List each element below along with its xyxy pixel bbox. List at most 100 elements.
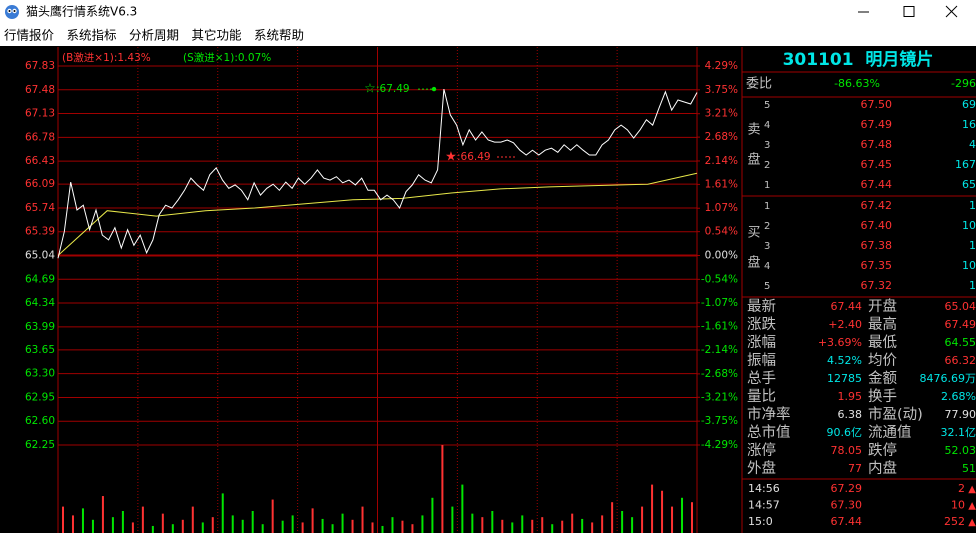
book-price: 67.48 (861, 138, 893, 151)
volume-bar (641, 506, 644, 533)
percent-axis-label: -1.07% (701, 297, 738, 309)
percent-axis-label: 1.61% (705, 178, 738, 190)
maximize-button[interactable] (903, 6, 915, 17)
stat-label: 量比 (747, 388, 776, 405)
stat-value: 90.6亿 (827, 426, 863, 439)
book-volume: 4 (969, 138, 976, 151)
book-volume: 69 (962, 98, 976, 111)
stat-value: +3.69% (818, 336, 862, 349)
volume-bar (301, 522, 304, 533)
volume-bar (651, 484, 654, 533)
book-volume: 1 (969, 239, 976, 252)
stat-value: +2.40 (828, 318, 862, 331)
volume-bar (81, 508, 84, 533)
book-level: 1 (764, 201, 770, 212)
volume-bar (511, 522, 514, 533)
stock-header: 301101 明月镜片 (783, 49, 934, 70)
tick-time: 15:0 (748, 515, 773, 528)
price-axis-label: 67.83 (25, 60, 55, 72)
price-axis-label: 62.95 (25, 391, 55, 403)
percent-axis-label: -1.61% (701, 321, 738, 333)
tick-time: 14:56 (748, 482, 780, 495)
book-price: 67.45 (861, 158, 893, 171)
stat-label: 均价 (868, 352, 897, 369)
stat-label: 跌停 (868, 442, 897, 459)
stat-value: 1.95 (838, 390, 863, 403)
average-price-line (57, 172, 698, 256)
volume-bar (541, 517, 544, 533)
volume-bar (351, 519, 354, 533)
volume-bar (71, 515, 74, 533)
menu-item[interactable]: 分析周期 (129, 28, 179, 43)
volume-bar (401, 520, 404, 533)
volume-bar (311, 508, 314, 533)
book-volume: 10 (962, 259, 976, 272)
percent-axis-label: 0.00% (705, 250, 738, 262)
volume-bar (221, 493, 224, 533)
book-volume: 10 (962, 219, 976, 232)
percent-axis-label: -3.21% (701, 391, 738, 403)
volume-bar (251, 511, 254, 533)
stat-label: 换手 (868, 388, 897, 405)
volume-bar (151, 525, 154, 533)
stat-value: 4.52% (827, 354, 862, 367)
menu-item[interactable]: 行情报价 (4, 28, 55, 43)
stat-label: 最低 (868, 334, 897, 351)
volume-bar (211, 517, 214, 533)
volume-bar (581, 518, 584, 533)
stat-label: 总手 (747, 370, 776, 387)
close-button[interactable] (945, 5, 958, 18)
volume-bar (391, 517, 394, 533)
stat-value: 65.04 (945, 300, 976, 313)
stat-label: 最高 (868, 316, 897, 333)
volume-bar (501, 519, 504, 533)
book-price: 67.42 (861, 199, 893, 212)
price-axis-label: 67.13 (25, 108, 55, 120)
volume-bar (481, 517, 484, 533)
tick-price: 67.30 (831, 499, 863, 512)
tick-price: 67.29 (831, 482, 863, 495)
menu-item[interactable]: 系统帮助 (254, 28, 304, 43)
book-price: 67.44 (861, 178, 893, 191)
volume-bar (381, 525, 384, 533)
book-level: 2 (764, 160, 770, 171)
volume-bar (421, 515, 424, 533)
menu-bar (0, 24, 976, 46)
marker-symbol: ★ (445, 150, 457, 165)
volume-bar (531, 519, 534, 533)
book-price: 67.35 (861, 259, 893, 272)
book-level: 2 (764, 221, 770, 232)
marker-label: :66.49 (457, 151, 491, 163)
book-price: 67.38 (861, 239, 893, 252)
menu-item[interactable]: 系统指标 (67, 28, 117, 43)
tick-volume: 252 (944, 515, 965, 528)
stat-value: 77.90 (945, 408, 976, 421)
tick-time: 14:57 (748, 499, 780, 512)
stat-value: 77 (848, 462, 862, 475)
book-side-label: 买 (747, 226, 760, 241)
stat-label: 总市值 (747, 424, 791, 441)
title-bar (0, 0, 976, 24)
menu-item[interactable]: 其它功能 (192, 28, 243, 43)
price-axis-label: 63.99 (25, 321, 55, 333)
volume-bar (111, 517, 114, 533)
volume-bar (231, 515, 234, 533)
book-level: 4 (764, 120, 770, 131)
stat-label: 涨幅 (747, 334, 776, 351)
volume-bar (281, 520, 284, 533)
stat-value: 12785 (827, 372, 862, 385)
volume-bar (341, 513, 344, 533)
book-volume: 16 (962, 118, 976, 131)
indicator-label: (B激进×1):1.43% (62, 51, 151, 64)
book-volume: 1 (969, 199, 976, 212)
book-price: 67.32 (861, 279, 893, 292)
stat-label: 开盘 (868, 297, 897, 315)
book-side-label: 卖 (747, 123, 760, 138)
volume-bar (631, 517, 634, 533)
volume-bar (671, 506, 674, 533)
stat-value: 2.68% (941, 390, 976, 403)
volume-bar (611, 502, 614, 533)
volume-bar (321, 518, 324, 533)
ratio-percent: -86.63% (834, 77, 880, 90)
volume-bar (451, 506, 454, 533)
